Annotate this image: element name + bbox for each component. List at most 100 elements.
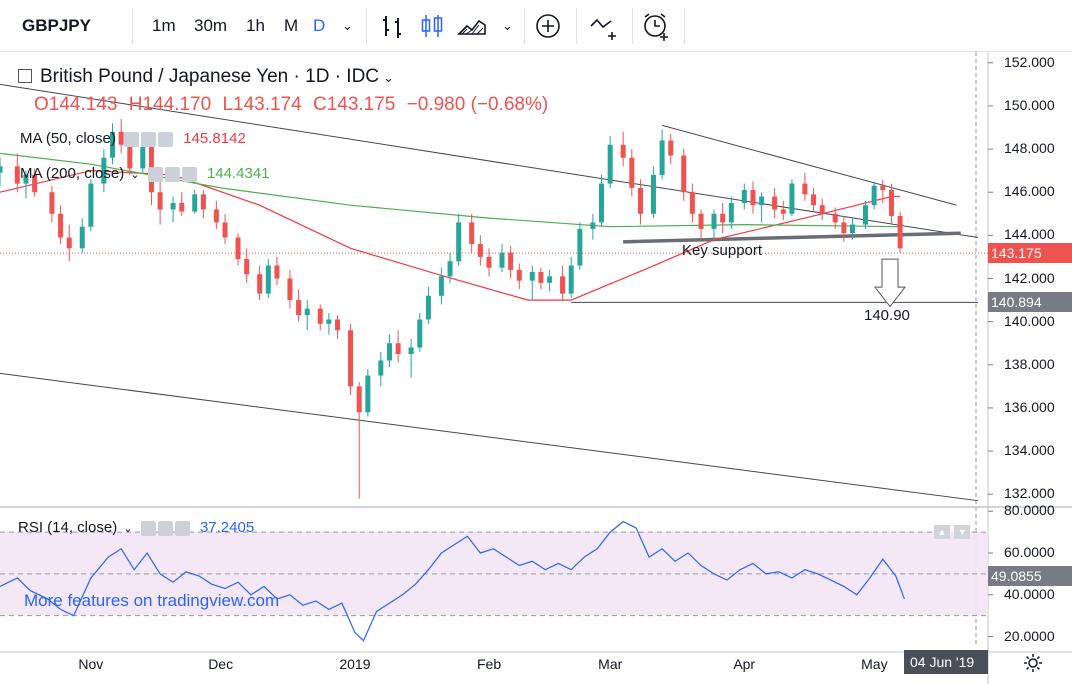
target-label: 140.90 (864, 307, 910, 324)
eye-icon[interactable] (140, 520, 156, 536)
candle-body (469, 222, 475, 244)
rsi-chevron-icon[interactable]: ⌄ (123, 523, 133, 535)
candle-body (14, 166, 20, 184)
candle-body (897, 215, 903, 249)
candle-body (819, 205, 825, 214)
interval-1m[interactable]: 1m (152, 16, 176, 35)
rsi-value: 37.2405 (199, 519, 255, 536)
candle-body (438, 276, 444, 296)
candle-up (386, 334, 392, 367)
trendlines (0, 83, 979, 502)
candle-down (49, 185, 55, 223)
collapse-legend-icon[interactable] (18, 69, 32, 83)
ma200-chevron-icon[interactable]: ⌄ (130, 169, 140, 181)
eye-icon[interactable] (124, 131, 140, 147)
candle-body (32, 174, 38, 193)
candle-down (681, 149, 687, 201)
candle-down (157, 181, 163, 225)
close-value: C143.175 (312, 94, 396, 115)
candle-body (668, 140, 674, 156)
candle-up (192, 190, 198, 214)
interval-dropdown-chevron-icon[interactable]: ⌄ (342, 18, 353, 33)
candle-down (257, 265, 263, 301)
candle-body (629, 157, 635, 188)
compare-symbol-icon[interactable] (588, 10, 620, 42)
candles-icon[interactable] (416, 10, 448, 42)
symbol-search[interactable]: GBPJPY (22, 16, 91, 35)
settings-gear-icon[interactable] (1022, 652, 1044, 674)
candle-body (650, 174, 656, 214)
chart-canvas[interactable] (0, 52, 1072, 684)
candle-down (287, 269, 293, 309)
close-icon[interactable] (158, 131, 174, 147)
last-price-label: 143.175 (988, 243, 1072, 264)
candle-body (386, 343, 392, 361)
interval-30m[interactable]: 30m (194, 16, 228, 35)
candle-body (408, 347, 414, 354)
alert-clock-icon[interactable] (640, 10, 672, 42)
close-icon[interactable] (181, 166, 197, 182)
toolbar-divider (132, 8, 133, 44)
candle-body (880, 185, 886, 191)
candle-up (529, 265, 535, 301)
pane-down-icon[interactable]: ▼ (954, 525, 971, 539)
candle-body (222, 222, 228, 238)
candle-down (477, 235, 483, 266)
gear-icon[interactable] (164, 166, 180, 182)
add-indicator-icon[interactable] (532, 10, 564, 42)
candle-body (850, 224, 856, 234)
watermark-link[interactable]: More features on tradingview.com (24, 591, 280, 610)
candle-body (560, 276, 566, 294)
change-value: −0.980 (−0.68%) (406, 94, 549, 115)
candle-body (395, 343, 401, 354)
gear-icon[interactable] (157, 520, 173, 536)
candle-up (0, 157, 3, 186)
candle-up (101, 149, 107, 193)
candle-down (780, 200, 786, 221)
eye-icon[interactable] (147, 166, 163, 182)
level-price-label: 140.894 (988, 292, 1072, 313)
rsi-legend: RSI (14, close) ⌄ 37.2405 (18, 519, 254, 536)
ma50-label: MA (50, close) (20, 130, 116, 147)
rsi-tick-label: 80.0000 (1004, 502, 1055, 519)
rsi-controls[interactable] (140, 519, 192, 536)
candle-down (469, 213, 475, 253)
price-tick-label: 136.000 (1004, 398, 1055, 415)
close-icon[interactable] (174, 520, 190, 536)
candle-body (179, 203, 185, 212)
candle-body (681, 155, 687, 193)
toolbar-divider (366, 8, 367, 44)
pane-controls[interactable]: ▲ ▼ (934, 522, 971, 540)
candle-up (741, 183, 747, 210)
candle-body (888, 190, 894, 216)
candle-body (802, 183, 808, 195)
candle-body (101, 157, 107, 184)
ma50-controls[interactable] (124, 130, 175, 147)
candle-up (568, 256, 574, 298)
candle-down (698, 209, 704, 240)
candle-body (728, 203, 734, 223)
pane-up-icon[interactable]: ▲ (934, 525, 950, 539)
ma200-controls[interactable] (147, 165, 199, 182)
bar-chart-icon[interactable] (378, 10, 410, 42)
key-support-line (623, 231, 961, 244)
interval-m[interactable]: M (284, 16, 299, 35)
candle-body (832, 213, 838, 223)
candle-down (244, 248, 250, 283)
area-chart-icon[interactable] (456, 10, 488, 42)
candle-down (819, 198, 825, 221)
chart-type-chevron-icon[interactable]: ⌄ (502, 18, 513, 33)
candle-body (356, 386, 362, 413)
interval-1h[interactable]: 1h (246, 16, 265, 35)
gear-icon[interactable] (141, 131, 157, 147)
candle-body (304, 308, 310, 316)
candle-body (88, 183, 94, 227)
rsi-line (0, 520, 905, 642)
interval-d[interactable]: D (313, 16, 326, 35)
candle-up (499, 243, 505, 273)
candle-up (110, 123, 116, 165)
candle-body (235, 237, 241, 260)
candle-body (417, 319, 423, 348)
title-chevron-icon[interactable]: ⌄ (383, 70, 394, 85)
candle-body (244, 259, 250, 275)
